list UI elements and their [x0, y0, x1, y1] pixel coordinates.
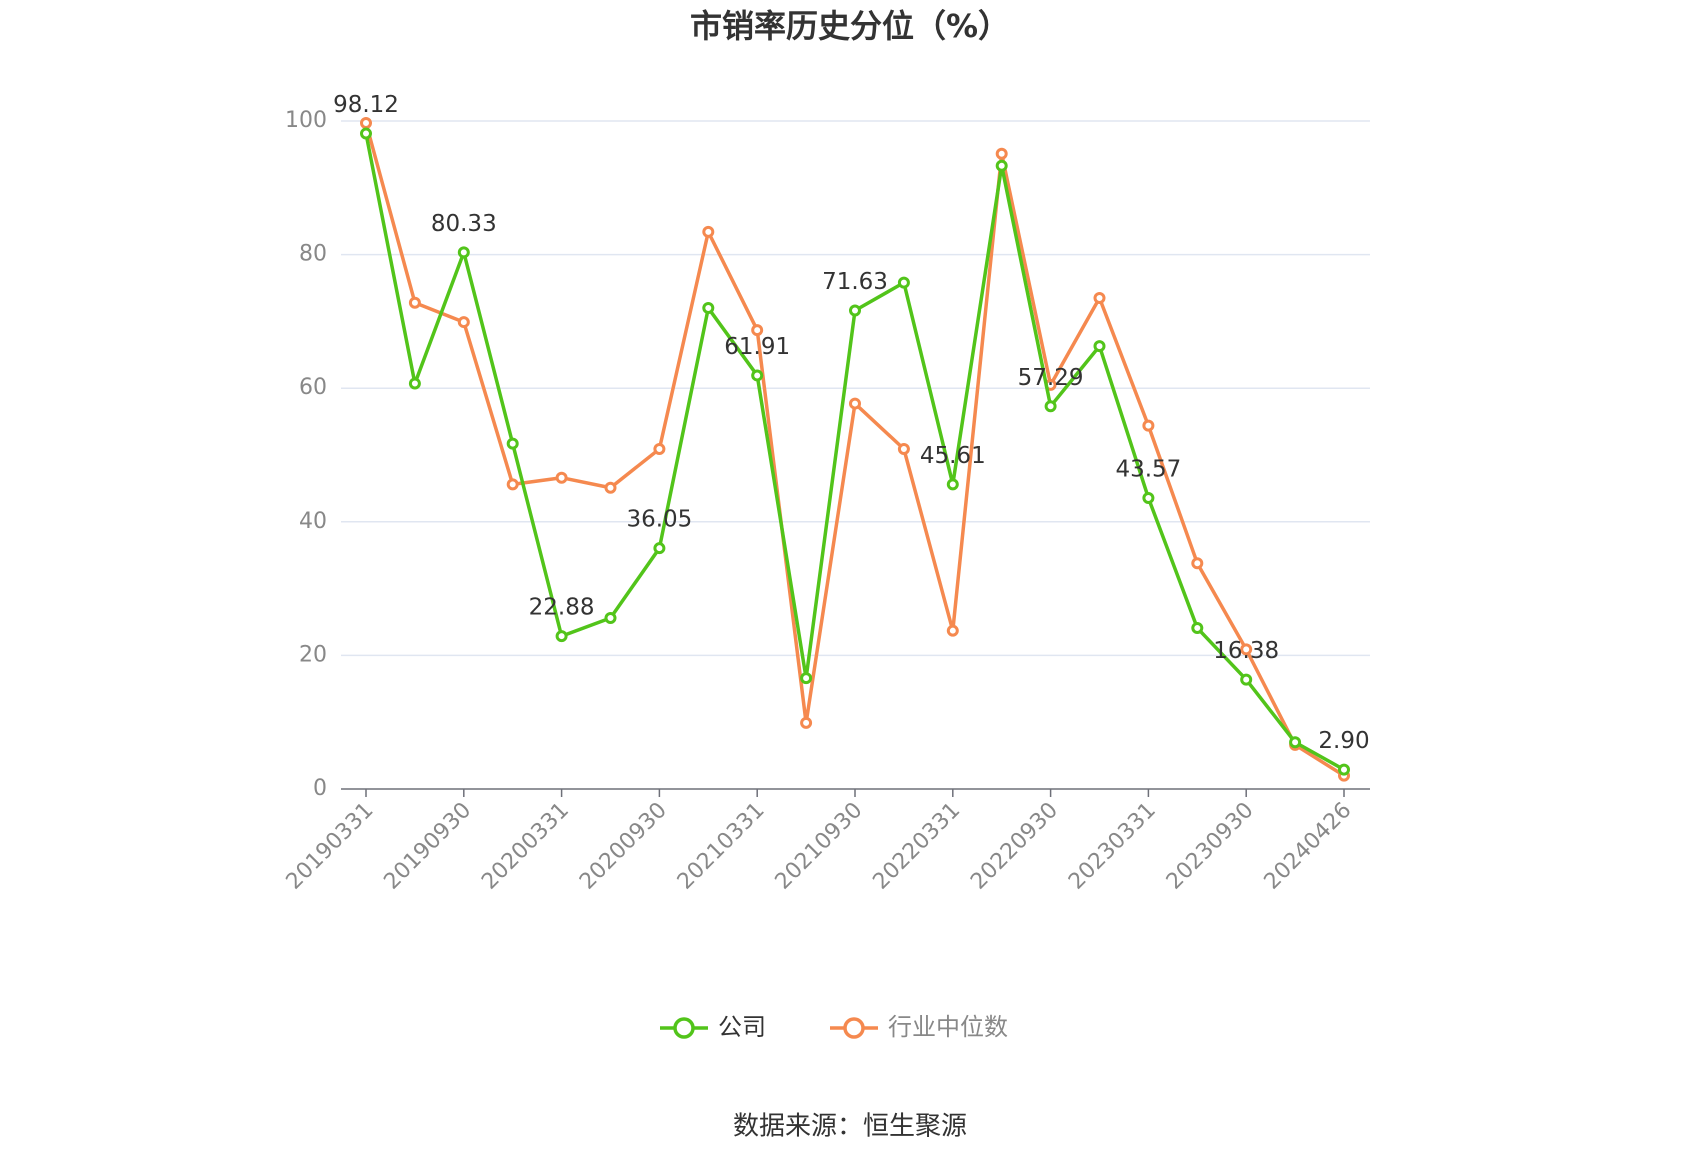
data-label: 2.90	[1318, 728, 1369, 754]
data-label: 16.38	[1213, 638, 1279, 664]
data-point	[1044, 400, 1057, 413]
data-point	[849, 304, 861, 317]
data-point	[408, 296, 421, 309]
data-point	[1289, 736, 1302, 749]
data-point	[800, 672, 813, 685]
y-tick-label: 80	[299, 242, 327, 267]
data-label: 43.57	[1115, 456, 1181, 482]
legend-label: 公司	[718, 1013, 766, 1041]
chart-title: 市销率历史分位（%）	[690, 7, 1010, 45]
data-point	[995, 159, 1008, 172]
data-point	[360, 117, 372, 130]
y-tick-label: 60	[299, 375, 327, 400]
data-point	[457, 246, 470, 259]
source-note: 数据来源：恒生聚源	[733, 1112, 967, 1142]
data-point	[653, 542, 666, 555]
data-point	[555, 471, 568, 484]
data-point	[897, 276, 910, 289]
y-tick-label: 0	[313, 776, 327, 801]
data-point	[946, 624, 959, 637]
data-point	[751, 324, 764, 337]
y-tick-label: 40	[299, 509, 327, 534]
data-point	[1142, 491, 1155, 504]
legend-marker	[843, 1017, 865, 1039]
data-point	[946, 478, 959, 491]
data-label: 71.63	[822, 269, 888, 295]
data-point	[1191, 622, 1204, 635]
data-point	[897, 442, 910, 455]
data-point	[800, 716, 813, 729]
data-point	[702, 302, 715, 315]
x-tick-label: 20190331	[282, 798, 379, 895]
data-point	[1240, 673, 1253, 686]
x-tick-label: 20200331	[477, 798, 574, 895]
data-point	[604, 611, 617, 624]
data-point	[360, 127, 372, 140]
data-point	[555, 630, 568, 643]
data-point	[1093, 292, 1106, 305]
data-point	[702, 225, 715, 238]
legend-marker	[673, 1017, 695, 1039]
data-label: 45.61	[920, 443, 986, 469]
x-tick-label: 20200930	[575, 798, 672, 895]
x-tick-label: 20210331	[673, 798, 770, 895]
data-label: 22.88	[529, 595, 595, 621]
data-point	[849, 397, 861, 410]
data-label: 80.33	[431, 211, 497, 237]
data-point	[506, 437, 519, 450]
series-line	[364, 133, 1345, 772]
data-point	[751, 369, 764, 382]
data-point	[1191, 557, 1204, 570]
data-point	[408, 377, 421, 390]
x-tick-label: 20220331	[868, 798, 965, 895]
legend-label: 行业中位数	[888, 1013, 1008, 1041]
data-label: 57.29	[1018, 365, 1084, 391]
data-point	[604, 481, 617, 494]
data-point	[995, 147, 1008, 160]
x-tick-label: 20240426	[1260, 798, 1357, 895]
data-label: 36.05	[626, 507, 692, 533]
data-label: 98.12	[333, 92, 399, 118]
data-point	[1093, 340, 1106, 353]
data-point	[1142, 419, 1155, 432]
data-point	[1240, 643, 1253, 656]
x-tick-label: 20230331	[1064, 798, 1161, 895]
data-point	[1338, 763, 1350, 776]
x-tick-label: 20190930	[379, 798, 476, 895]
x-tick-label: 20220930	[966, 798, 1063, 895]
data-label: 61.91	[724, 334, 790, 360]
y-tick-label: 100	[285, 108, 327, 133]
data-point	[506, 478, 519, 491]
x-tick-label: 20210930	[771, 798, 868, 895]
data-point	[653, 442, 666, 455]
data-point	[457, 316, 470, 329]
x-tick-label: 20230930	[1162, 798, 1259, 895]
y-tick-label: 20	[299, 642, 327, 667]
